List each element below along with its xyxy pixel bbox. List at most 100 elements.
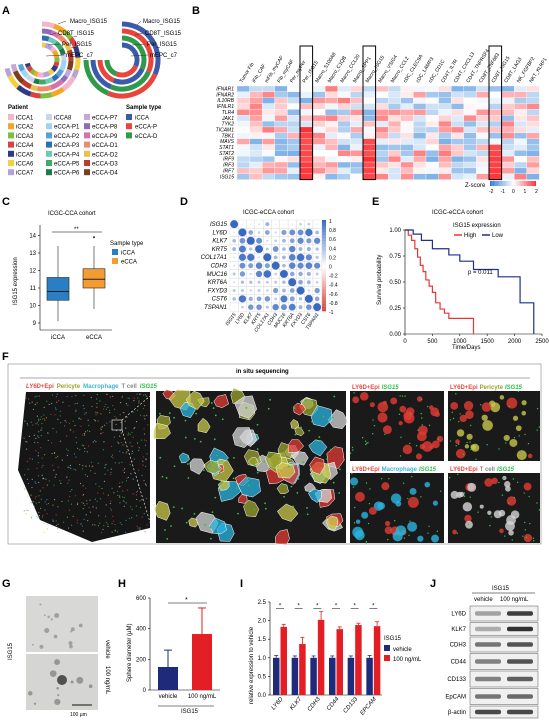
patient-label: iCCA7 xyxy=(16,171,34,177)
heatmap-cell xyxy=(236,150,250,157)
isg15-dot xyxy=(161,475,164,478)
heatmap-cell xyxy=(413,161,427,169)
wb-lane-box xyxy=(469,636,539,653)
heatmap-cell xyxy=(236,85,250,92)
inset-isg15-dot xyxy=(437,438,439,440)
inset-isg15-dot xyxy=(469,496,471,498)
tissue-dot xyxy=(41,516,44,518)
corr-bar-step xyxy=(322,291,326,294)
tissue-dot xyxy=(39,490,41,492)
heatmap-cell xyxy=(287,132,301,139)
zoomed-cell xyxy=(276,503,299,522)
inset-isg15-dot xyxy=(480,404,482,406)
heatmap-cell xyxy=(236,167,250,174)
zoomed-cell xyxy=(309,456,325,475)
zoomed-cell xyxy=(232,427,254,448)
tissue-dot xyxy=(66,395,68,398)
zscore-bar-step xyxy=(503,181,505,186)
inset-isg15-dot xyxy=(451,411,453,414)
zscore-bar-step xyxy=(527,181,530,186)
heatmap-cell xyxy=(325,91,338,98)
heatmap-cell xyxy=(249,103,263,110)
heatmap-column-labels: Tumor FibiFib_CAFmFib_myCAFFib_myCAFPer_… xyxy=(239,48,549,84)
tissue-dot xyxy=(41,422,43,425)
tissue-dot xyxy=(68,405,70,407)
heatmap-cell xyxy=(501,97,515,104)
zscore-bar-step xyxy=(524,181,526,186)
tissue-dot xyxy=(111,531,113,533)
heatmap-cell xyxy=(325,115,338,122)
tissue-dot xyxy=(116,490,119,493)
heatmap-cell xyxy=(236,161,250,169)
heatmap-cell xyxy=(438,109,452,116)
inset-isg15-dot xyxy=(503,477,505,480)
heatmap-cell xyxy=(325,161,338,169)
heatmap-cell xyxy=(262,120,275,128)
ring-left-segment xyxy=(59,59,67,72)
heatmap-cell xyxy=(413,120,427,128)
ring-left-label-4: mEPC_c7 xyxy=(66,53,94,59)
tissue-dot xyxy=(145,439,147,442)
heatmap-cell xyxy=(526,167,540,174)
heatmap-cell xyxy=(425,167,439,174)
km-legend-low: Low xyxy=(492,233,504,239)
zscore-bar-step xyxy=(508,181,510,186)
heatmap-cell xyxy=(451,150,464,157)
isg15-dot xyxy=(159,412,161,415)
zscore-tick: -1 xyxy=(501,189,506,195)
corr-circle xyxy=(282,288,286,293)
tissue-dot xyxy=(119,502,121,504)
tissue-dot xyxy=(103,405,106,408)
y-tick-label: 14 xyxy=(29,234,36,240)
sample-label: eCCA-P xyxy=(135,125,157,131)
ring-left-segment xyxy=(71,69,80,79)
heatmap-cell xyxy=(476,156,490,163)
correlation-grid xyxy=(229,219,322,312)
corr-circle xyxy=(257,289,261,292)
tissue-dot xyxy=(133,399,135,402)
isg15-dot xyxy=(318,436,321,438)
box-category-label: eCCA xyxy=(86,335,102,341)
heatmap-row-label: IFNAR1 xyxy=(216,87,234,93)
heatmap-cell xyxy=(501,103,515,110)
tissue-dot xyxy=(51,402,53,405)
corr-circle xyxy=(280,295,288,303)
wb-band xyxy=(507,642,533,647)
ring-left-segment xyxy=(47,36,58,45)
tissue-dot xyxy=(34,441,36,444)
heatmap-cell xyxy=(262,115,275,122)
wb-band xyxy=(475,659,501,664)
tissue-dot xyxy=(26,478,29,480)
tissue-dot xyxy=(132,436,134,438)
corr-circle xyxy=(241,305,244,309)
tissue-dot xyxy=(40,429,42,431)
inset-isg15-dot xyxy=(519,450,522,453)
heatmap-cell xyxy=(388,97,401,104)
heatmap-cell xyxy=(425,156,439,163)
tissue-dot xyxy=(118,495,121,497)
corr-circle xyxy=(256,237,263,244)
tissue-dot xyxy=(71,396,73,398)
tissue-dot xyxy=(25,513,28,515)
inset-cell xyxy=(521,400,527,406)
tissue-dot xyxy=(95,483,97,485)
heatmap-cell xyxy=(476,120,490,128)
tissue-dot xyxy=(37,424,39,426)
zscore-bar-step xyxy=(499,181,501,186)
inset-isg15-dot xyxy=(470,448,472,451)
heatmap-cell xyxy=(463,138,477,145)
h-bars: vehicle 100 ng/mL xyxy=(158,607,217,700)
heatmap-cell xyxy=(274,115,288,122)
inset-cell xyxy=(381,482,390,491)
tissue-dot xyxy=(41,418,44,420)
heatmap-cell xyxy=(375,103,389,110)
inset-cell xyxy=(506,397,518,409)
heatmap-cell xyxy=(514,161,527,169)
corr-circle xyxy=(298,305,303,310)
inset-cell xyxy=(352,396,360,404)
tissue-dot xyxy=(119,522,121,524)
heatmap-cell xyxy=(262,156,275,163)
tissue-dot xyxy=(76,519,78,521)
heatmap-row-label: TBK1 xyxy=(221,133,234,139)
